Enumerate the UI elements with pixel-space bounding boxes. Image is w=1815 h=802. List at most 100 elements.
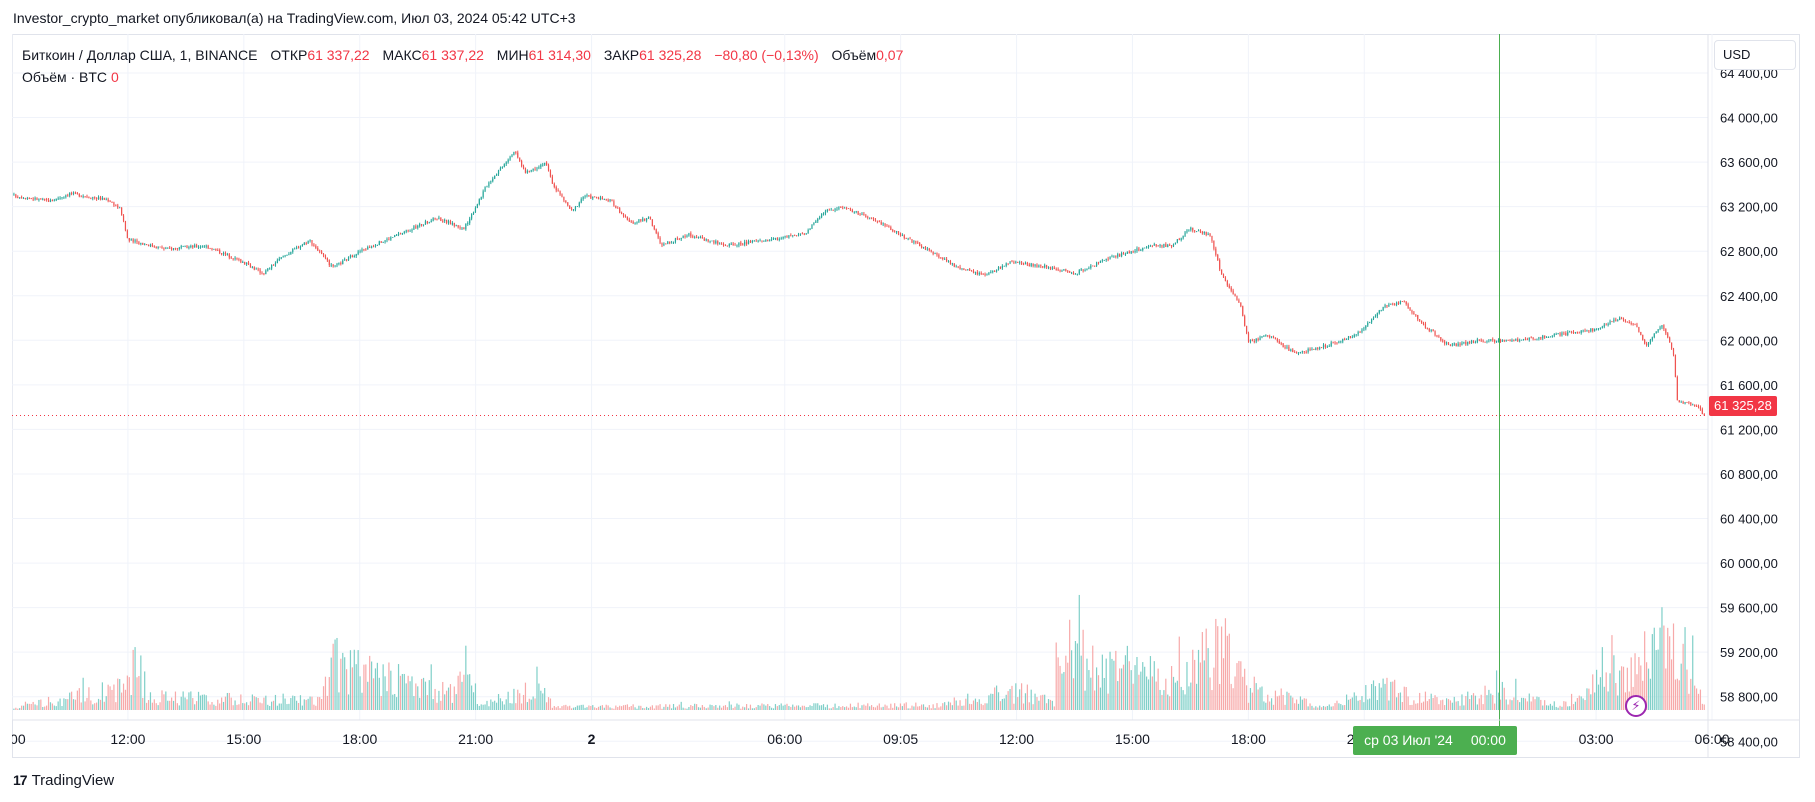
candle-body [1007, 263, 1009, 265]
volume-bar [1276, 696, 1278, 710]
candle-body [909, 238, 911, 240]
candle-body [794, 235, 796, 237]
candle-body [317, 248, 319, 251]
candle-body [717, 241, 719, 244]
candle-body [46, 199, 48, 201]
candle-body [647, 216, 650, 219]
volume-indicator-label[interactable]: Объём · BTC [22, 69, 108, 85]
candle-body [1436, 335, 1438, 337]
volume-bar [1157, 668, 1159, 710]
price-tick-label: 59 600,00 [1720, 601, 1778, 616]
candle-body [449, 221, 452, 225]
candle-body [1686, 402, 1688, 403]
candle-body [1326, 346, 1328, 348]
candle-body [1409, 307, 1411, 311]
candle-body [844, 207, 846, 209]
candle-body [1636, 324, 1638, 328]
volume-bar [303, 699, 305, 710]
candle-body [146, 244, 148, 245]
volume-bar [1176, 680, 1178, 710]
volume-bar [51, 703, 53, 710]
volume-bar [1553, 701, 1555, 710]
volume-bar [355, 664, 357, 710]
volume-bar [1480, 694, 1482, 710]
volume-bar [1655, 650, 1657, 710]
volume-bar [1078, 594, 1080, 710]
volume-bar [1188, 686, 1190, 710]
candle-body [696, 236, 698, 238]
candle-body [1584, 330, 1586, 332]
volume-bar [1382, 678, 1384, 710]
candle-body [905, 238, 907, 239]
volume-bar [1653, 627, 1655, 710]
candle-body [1086, 268, 1088, 271]
volume-bar [970, 704, 973, 710]
volume-bar [649, 706, 652, 710]
candle-body [71, 192, 73, 194]
volume-bar [94, 703, 96, 710]
volume-bar [1020, 683, 1023, 710]
volume-bar [1267, 694, 1269, 710]
candle-body [1226, 281, 1228, 286]
candle-body [32, 198, 34, 200]
candle-body [922, 246, 925, 248]
volume-bar [513, 688, 515, 710]
candle-body [1463, 342, 1465, 343]
time-axis: 9:0012:0015:0018:0021:00206:0009:0512:00… [12, 731, 1730, 747]
candle-body [872, 218, 875, 220]
candle-body [1486, 341, 1488, 343]
volume-bar [1697, 693, 1700, 710]
candle-body [1353, 334, 1355, 337]
volume-bar [836, 708, 838, 710]
tradingview-logo[interactable]: 17 TradingView [13, 772, 114, 789]
price-tick-label: 61 200,00 [1720, 422, 1778, 437]
candle-body [828, 209, 830, 211]
volume-bar [676, 706, 678, 710]
volume-bar [788, 706, 790, 710]
candle-body [1438, 336, 1440, 338]
volume-bar [1259, 687, 1261, 710]
volume-bar [46, 705, 48, 710]
volume-bar [1482, 704, 1484, 710]
candle-body [1134, 250, 1136, 252]
volume-bar [851, 707, 853, 710]
volume-bar [178, 705, 180, 710]
volume-bar [522, 694, 525, 710]
volume-bar [201, 694, 203, 710]
candle-body [484, 187, 486, 192]
volume-bar [897, 707, 900, 710]
candle-body [92, 197, 94, 199]
candle-body [409, 230, 411, 232]
candle-body [130, 239, 132, 241]
volume-bar [886, 705, 888, 710]
volume-bar [709, 704, 711, 710]
candle-body [136, 240, 138, 243]
candle-body [1295, 352, 1298, 354]
candle-body [1551, 335, 1553, 337]
volume-bar [446, 690, 448, 710]
volume-bar [1572, 704, 1575, 710]
volume-bar [938, 707, 940, 710]
volume-bar [1432, 697, 1434, 710]
price-tick-label: 58 400,00 [1720, 734, 1778, 749]
candle-body [1403, 301, 1405, 303]
volume-bar [924, 706, 927, 710]
currency-button[interactable]: USD [1714, 40, 1796, 70]
price-tick-label: 62 000,00 [1720, 333, 1778, 348]
volume-bar [1180, 686, 1182, 710]
symbol-title[interactable]: Биткоин / Доллар США, 1, BINANCE [22, 47, 258, 63]
candle-body [1578, 332, 1580, 334]
volume-bar [1665, 668, 1667, 710]
volume-bar [1605, 672, 1607, 710]
volume-bar [1615, 683, 1617, 710]
volume-bar [784, 704, 786, 710]
volume-bar [922, 704, 925, 710]
candle-body [1501, 340, 1503, 342]
candle-body [605, 199, 607, 200]
volume-bar [594, 707, 596, 710]
lightning-icon[interactable]: ⚡ [1625, 695, 1647, 717]
volume-bar [107, 684, 109, 710]
candle-body [188, 246, 190, 249]
volume-bar [551, 707, 553, 710]
